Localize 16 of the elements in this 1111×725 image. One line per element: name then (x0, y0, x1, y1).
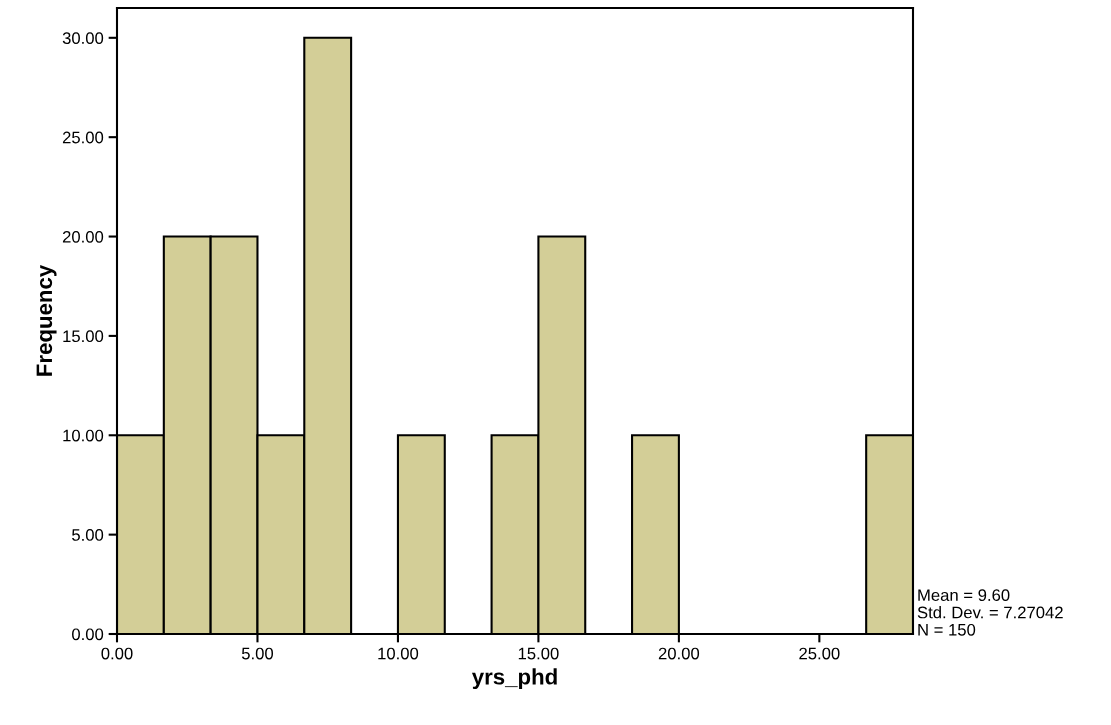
x-axis-title: yrs_phd (471, 668, 557, 689)
x-tick-label: 20.00 (658, 647, 700, 660)
x-tick-label: 25.00 (799, 647, 840, 660)
y-tick-label: 0.00 (72, 628, 104, 641)
y-tick-label: 15.00 (63, 330, 104, 343)
y-tick-label: 30.00 (62, 32, 104, 45)
y-tick-label: 20.00 (62, 230, 104, 243)
y-tick-label: 5.00 (72, 529, 104, 541)
x-tick-label: 10.00 (378, 647, 419, 660)
y-axis-title: Frequency (36, 264, 57, 376)
text: Mean = 9.60 Std. Dev. = 7.27042 N = 150 (917, 589, 1063, 636)
x-tick-label: 0.00 (101, 647, 133, 660)
x-tick-label: 15.00 (518, 647, 559, 660)
y-tick-label: 10.00 (63, 429, 104, 442)
x-tick-label: 5.00 (241, 647, 274, 660)
y-tick-label: 25.00 (62, 131, 104, 144)
